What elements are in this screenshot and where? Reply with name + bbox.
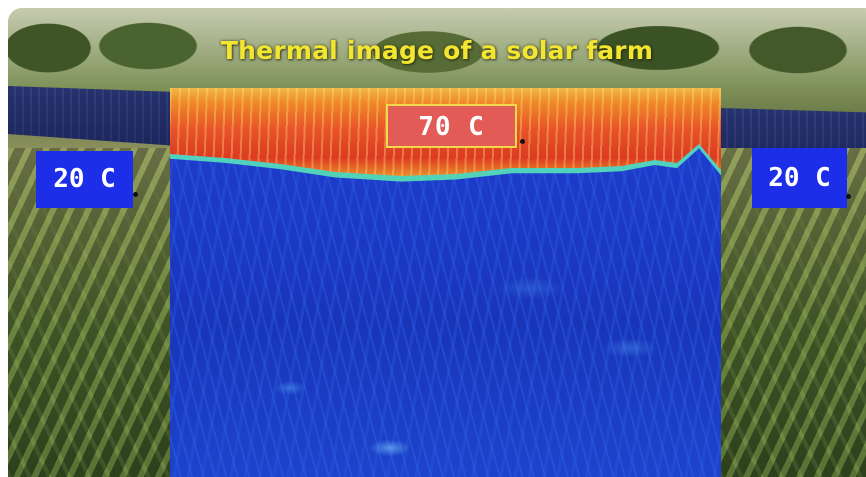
background-treeline bbox=[8, 8, 866, 86]
image-title: Thermal image of a solar farm bbox=[220, 36, 654, 65]
marker-dot-right bbox=[846, 194, 851, 199]
marker-dot-left bbox=[133, 192, 138, 197]
marker-dot-center bbox=[520, 139, 525, 144]
solar-panels-left bbox=[8, 86, 178, 146]
temperature-label-right: 20 C bbox=[752, 148, 847, 208]
photo-frame: Thermal image of a solar farm 20 C 70 C … bbox=[8, 8, 866, 477]
temperature-label-left: 20 C bbox=[36, 151, 133, 208]
temperature-label-center: 70 C bbox=[386, 104, 517, 148]
